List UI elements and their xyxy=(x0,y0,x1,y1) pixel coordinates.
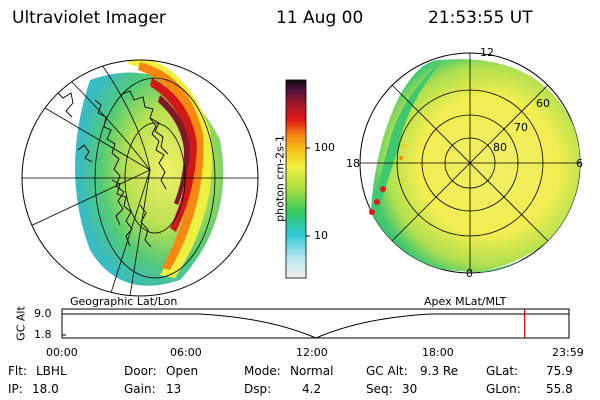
glat-value: 75.9 xyxy=(546,364,573,378)
mlat-label-80: 80 xyxy=(493,141,507,154)
colorbar-label: photon cm-2s-1 xyxy=(273,135,287,222)
gain-label: Gain: xyxy=(124,382,156,396)
mlat-label-70: 70 xyxy=(514,121,528,134)
mlt-label-12: 12 xyxy=(480,46,494,59)
colorbar-tick-100: 100 xyxy=(314,141,335,154)
mlt-label-0: 0 xyxy=(466,267,473,280)
glat-label: GLat: xyxy=(486,364,519,378)
mode-label: Mode: xyxy=(244,364,281,378)
dsp-value: 4.2 xyxy=(302,382,322,396)
mlt-label-6: 6 xyxy=(576,157,583,170)
filter-value: LBHL xyxy=(36,364,67,378)
timeline-ytick-low: 1.8 xyxy=(34,328,52,341)
gc-alt-value: 9.3 Re xyxy=(420,364,459,378)
geo-panel-caption: Geographic Lat/Lon xyxy=(70,295,178,308)
observation-date: 11 Aug 00 xyxy=(276,8,364,28)
geographic-panel xyxy=(21,59,259,297)
timeline-xtick: 23:59 xyxy=(552,346,584,359)
seq-label: Seq: xyxy=(366,382,393,396)
gc-alt-label: GC Alt: xyxy=(366,364,408,378)
gain-value: 13 xyxy=(166,382,182,396)
timeline-plot xyxy=(61,308,570,339)
dsp-label: Dsp: xyxy=(244,382,272,396)
timeline-axis-label: GC Alt xyxy=(14,306,28,341)
timeline-xtick: 00:00 xyxy=(46,346,78,359)
filter-label: Flt: xyxy=(8,364,27,378)
colorbar xyxy=(285,79,310,279)
timeline-xtick: 06:00 xyxy=(170,346,202,359)
seq-value: 30 xyxy=(402,382,418,396)
timeline-xtick: 12:00 xyxy=(296,346,328,359)
polar-panel-caption: Apex MLat/MLT xyxy=(424,295,507,308)
mlat-label-60: 60 xyxy=(536,97,550,110)
door-value: Open xyxy=(166,364,199,378)
timeline-ytick-high: 9.0 xyxy=(34,307,52,320)
ip-label: IP: xyxy=(8,382,23,396)
mlt-label-18: 18 xyxy=(346,157,360,170)
glon-value: 55.8 xyxy=(546,382,573,396)
glon-label: GLon: xyxy=(486,382,521,396)
mode-value: Normal xyxy=(290,364,334,378)
ip-value: 18.0 xyxy=(32,382,59,396)
observation-time: 21:53:55 UT xyxy=(428,8,533,28)
door-label: Door: xyxy=(124,364,157,378)
timeline-xtick: 18:00 xyxy=(422,346,454,359)
instrument-title: Ultraviolet Imager xyxy=(12,8,166,28)
colorbar-tick-10: 10 xyxy=(314,229,328,242)
polar-panel xyxy=(359,52,581,274)
